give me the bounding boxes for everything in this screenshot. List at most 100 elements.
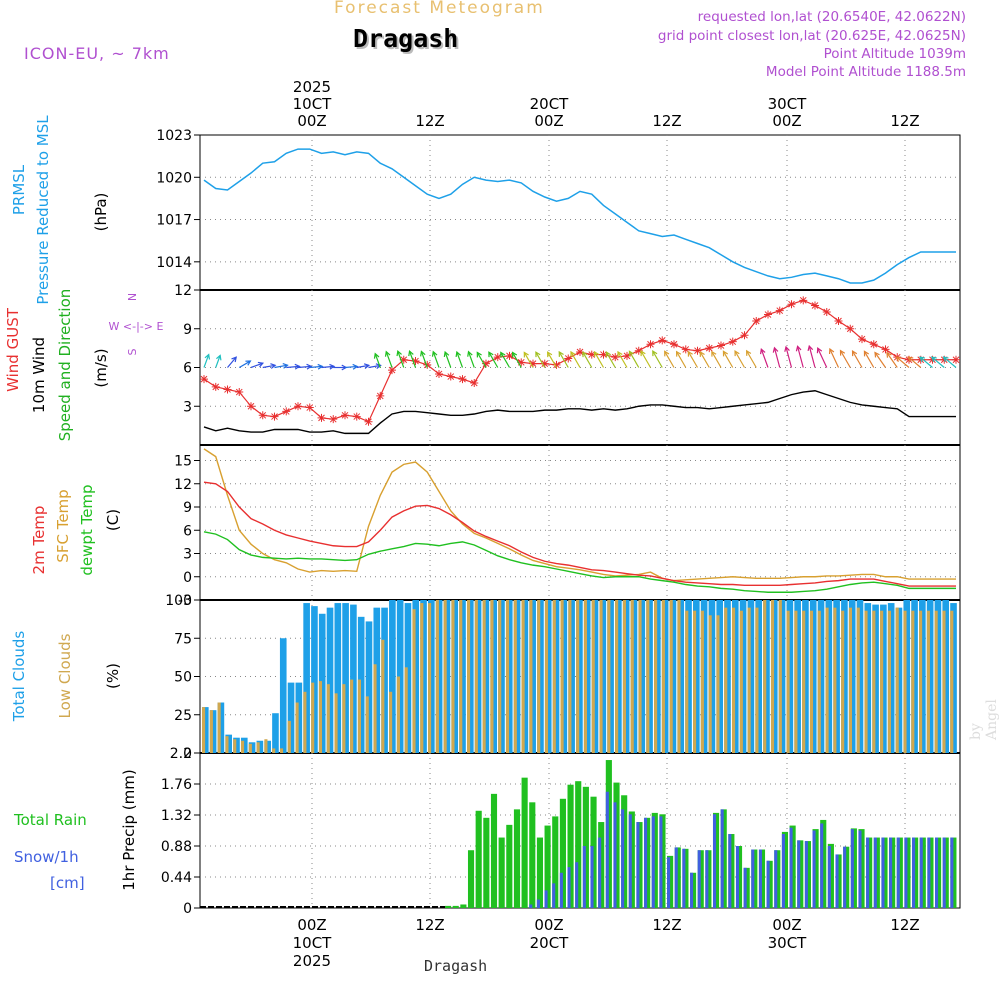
wind-gust-marker: [258, 411, 267, 420]
rain-bar: [467, 850, 475, 908]
low-cloud-bar: [303, 691, 307, 753]
low-cloud-bar: [576, 600, 580, 753]
total-cloud-bar: [451, 600, 459, 753]
panel-frame-0: [199, 134, 961, 291]
wind-direction-arrow: [817, 347, 828, 368]
total-cloud-bar: [396, 600, 404, 753]
y-tick-label: 1014: [156, 255, 192, 271]
wind-gust-marker: [388, 366, 396, 375]
total-cloud-bar: [233, 737, 240, 753]
clouds-unit: (%): [104, 663, 122, 689]
wind-gust-marker: [869, 340, 878, 349]
wind-arrow-head: [231, 356, 237, 363]
y-tick-label: 12: [174, 477, 192, 493]
low-cloud-bar: [505, 600, 510, 753]
total-cloud-bar: [529, 600, 536, 753]
wind-gust-marker: [681, 345, 690, 354]
snow-bar: [712, 814, 717, 908]
wind-arrow-head: [711, 350, 717, 357]
low-cloud-bar: [350, 679, 354, 753]
y-tick-label: 12: [174, 283, 192, 299]
wind-arrow-head: [628, 350, 635, 357]
wind-gust-marker: [587, 350, 596, 359]
wind-arrow-head: [699, 350, 705, 357]
total-cloud-bar: [513, 600, 521, 753]
total-cloud-bar: [209, 710, 217, 753]
low-cloud-bar: [513, 600, 517, 753]
y-tick-label: 1020: [156, 170, 192, 186]
wind-arrow-head: [420, 350, 426, 357]
low-cloud-bar: [490, 600, 494, 753]
snow-bar: [797, 840, 801, 908]
pressure-series-line: [203, 148, 956, 284]
total-cloud-bar: [248, 742, 256, 753]
wind-direction-arrow: [863, 351, 875, 368]
rain-bar: [445, 905, 452, 908]
low-cloud-bar: [412, 609, 416, 753]
y-tick-label: 25: [174, 708, 192, 724]
wind-gust-marker: [282, 407, 291, 416]
y-tick-label: 1023: [156, 128, 192, 144]
pressure-label-2: Pressure Reduced to MSL: [34, 115, 52, 305]
wind-arrow-head: [675, 350, 682, 357]
bottom-time-label: 30CT: [768, 934, 808, 952]
low-cloud-bar: [950, 610, 954, 753]
total-cloud-bar: [685, 600, 692, 753]
wind-arrow-head: [257, 361, 265, 368]
total-cloud-bar: [661, 600, 669, 753]
wind-arrow-head: [245, 360, 252, 366]
wind-arrow-head: [570, 350, 576, 357]
total-cloud-bar: [334, 603, 342, 753]
snow-bar: [766, 860, 770, 908]
total-cloud-bar: [498, 600, 505, 753]
snow-bar: [628, 814, 632, 908]
wind-gust-marker: [376, 391, 385, 400]
low-cloud-bar: [646, 600, 650, 753]
wind-gust-marker: [493, 353, 502, 362]
total-cloud-bar: [373, 607, 381, 753]
wind-gust-line: [203, 299, 956, 423]
wind-gust-marker: [505, 351, 514, 360]
footer-location: Dragash: [424, 957, 488, 975]
low-cloud-bar: [373, 664, 377, 753]
low-cloud-bar: [731, 607, 736, 753]
snow-bar: [644, 817, 648, 908]
snow-bar: [720, 809, 724, 908]
wind-direction-arrow: [874, 352, 886, 368]
wind-direction-arrow: [652, 350, 663, 368]
total-cloud-bar: [318, 613, 326, 753]
y-tick-label: 0.88: [161, 839, 192, 855]
low-cloud-bar: [233, 739, 237, 753]
wind-gust-marker: [211, 382, 220, 391]
total-cloud-bar: [825, 600, 833, 753]
wind-gust-label: Wind GUST: [4, 307, 22, 392]
wind-direction-arrow: [274, 364, 288, 369]
wind-gust-marker: [446, 372, 455, 381]
low-cloud-bar: [638, 600, 642, 753]
total-cloud-bar: [669, 600, 677, 753]
wind-arrow-head: [772, 346, 779, 353]
y-tick-label: 0: [183, 901, 192, 917]
wind-arrow-head: [942, 356, 949, 362]
snow-bar: [743, 867, 747, 908]
total-cloud-bar: [568, 600, 575, 753]
wind-direction-arrow: [203, 354, 210, 368]
wind-arrow-head: [329, 363, 336, 370]
bottom-time-label: 12Z: [415, 916, 444, 934]
snow-bar: [735, 846, 740, 908]
wind-gust-marker: [693, 346, 702, 355]
total-cloud-bar: [654, 600, 661, 753]
snow-bar: [912, 837, 916, 908]
y-tick-label: 1017: [156, 213, 192, 229]
total-cloud-bar: [739, 600, 747, 753]
y-tick-label: 50: [174, 670, 192, 686]
rain-bar: [575, 781, 582, 908]
low-cloud-bar: [755, 607, 759, 753]
snow-bar: [950, 837, 954, 908]
low-clouds-label: Low Clouds: [56, 633, 74, 718]
rain-bar: [552, 816, 559, 908]
y-tick-label: 9: [183, 500, 192, 516]
wind-arrow-head: [828, 347, 835, 355]
total-cloud-bar: [708, 600, 716, 753]
low-cloud-bar: [202, 707, 206, 753]
